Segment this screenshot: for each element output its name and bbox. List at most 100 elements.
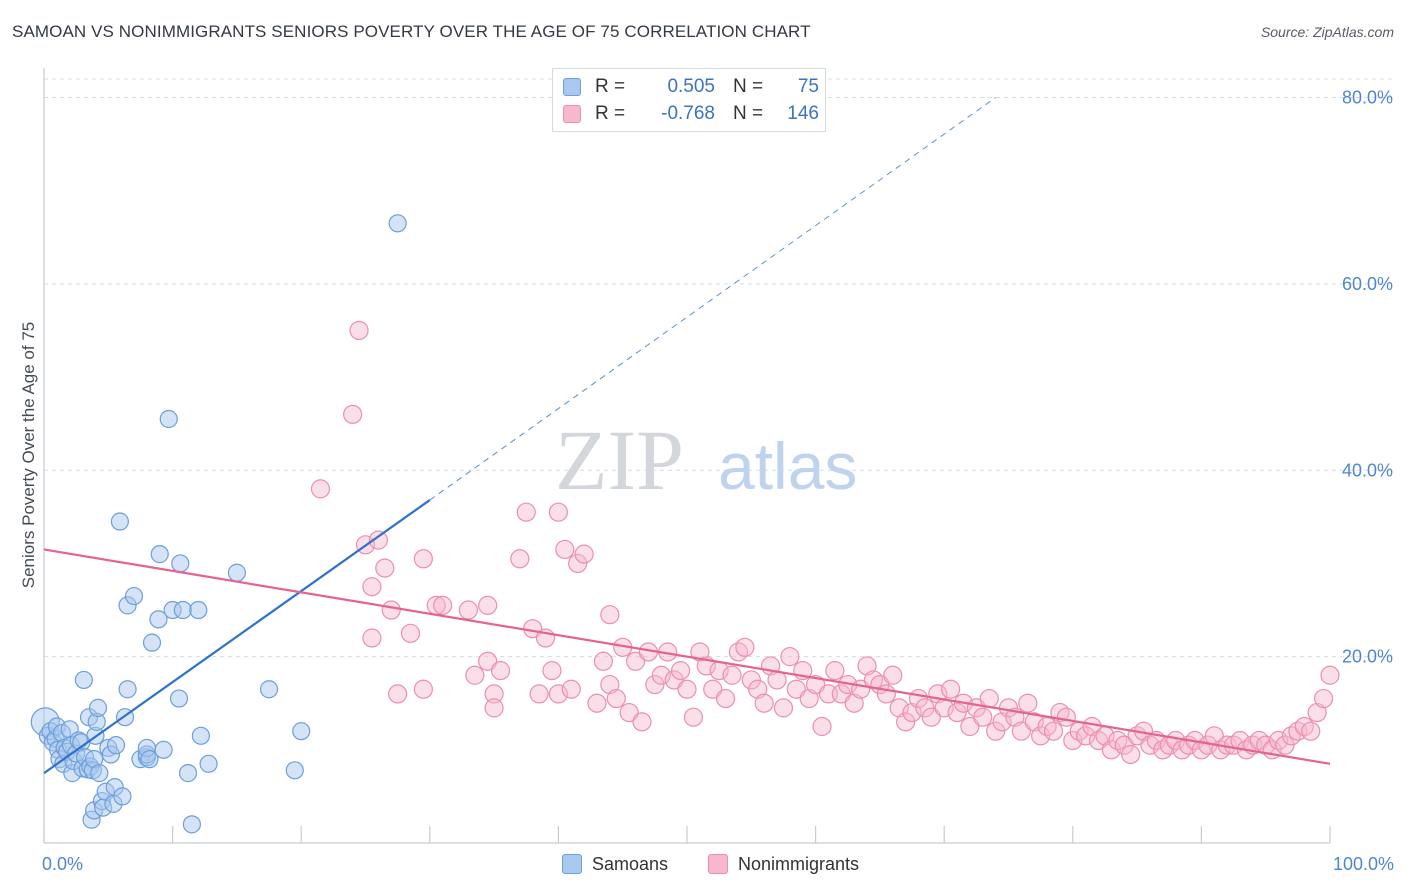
nonimmigrants-point	[973, 707, 993, 727]
nonimmigrants-point	[799, 688, 819, 709]
samoans-point	[88, 698, 108, 717]
nonimmigrants-point	[465, 665, 485, 685]
nonimmigrants-point	[561, 679, 581, 699]
nonimmigrants-point	[484, 698, 504, 718]
nonimmigrants-point	[715, 688, 736, 709]
samoans-point	[189, 600, 208, 620]
samoans-trend-line	[43, 499, 431, 775]
source-label: Source: ZipAtlas.com	[1260, 24, 1394, 40]
legend-swatch-pink	[563, 105, 581, 123]
nonimmigrants-point	[1121, 744, 1141, 765]
nonimmigrants-point	[362, 577, 382, 597]
legend-r-label: R =	[595, 103, 626, 124]
samoans-point	[191, 726, 210, 745]
samoans-trend-extension	[429, 97, 996, 501]
nonimmigrants-point	[625, 651, 646, 671]
legend-n-value: 75	[797, 76, 819, 97]
nonimmigrants-point	[1076, 726, 1096, 746]
legend-label-nonimmigrants: Nonimmigrants	[738, 853, 860, 874]
nonimmigrants-point	[478, 595, 498, 615]
legend-item-samoans: Samoans	[562, 851, 668, 877]
trend-lines	[43, 97, 1331, 775]
correlation-legend: R = 0.505 N = 75 R = -0.768 N = 146	[552, 68, 826, 132]
nonimmigrants-point	[1101, 740, 1121, 760]
samoans-point	[74, 670, 93, 690]
y-tick-label: 60.0%	[1342, 274, 1393, 294]
nonimmigrants-point	[548, 684, 569, 704]
watermark-zip: ZIP	[555, 412, 684, 508]
nonimmigrants-point	[876, 684, 896, 704]
samoans-point	[142, 633, 162, 652]
nonimmigrants-point	[805, 674, 826, 695]
nonimmigrants-point	[458, 600, 478, 620]
nonimmigrants-point	[400, 623, 421, 643]
chart-title: SAMOAN VS NONIMMIGRANTS SENIORS POVERTY …	[12, 22, 811, 41]
nonimmigrants-point	[478, 651, 498, 671]
nonimmigrants-point	[619, 702, 639, 723]
nonimmigrants-trend-line	[43, 548, 1331, 765]
samoans-point	[173, 600, 192, 620]
y-tick-label: 80.0%	[1342, 88, 1393, 108]
nonimmigrants-point	[1114, 735, 1134, 755]
nonimmigrants-point	[516, 502, 536, 522]
legend-label-samoans: Samoans	[592, 853, 669, 874]
nonimmigrants-point	[1301, 721, 1321, 741]
nonimmigrants-point	[1011, 721, 1031, 741]
samoans-point	[118, 680, 137, 699]
nonimmigrants-point	[555, 539, 575, 560]
nonimmigrants-point	[1024, 712, 1044, 732]
samoans-point	[285, 761, 304, 780]
nonimmigrants-point	[690, 642, 710, 662]
samoans-point	[150, 545, 169, 564]
nonimmigrants-point	[433, 595, 453, 615]
nonimmigrants-point	[960, 716, 980, 737]
samoans-points	[30, 214, 407, 834]
nonimmigrants-point	[664, 670, 684, 690]
nonimmigrants-point	[510, 549, 530, 569]
tick-labels: 20.0% 40.0% 60.0% 80.0% 0.0% 100.0%	[42, 88, 1394, 875]
nonimmigrants-point	[413, 549, 433, 569]
samoans-point	[178, 764, 198, 783]
nonimmigrants-point	[921, 707, 941, 727]
nonimmigrants-point	[542, 661, 562, 681]
nonimmigrants-point	[645, 674, 665, 695]
nonimmigrants-point	[677, 679, 697, 699]
nonimmigrants-point	[683, 707, 704, 727]
nonimmigrants-point	[606, 688, 626, 709]
legend-swatch-blue	[563, 78, 581, 96]
legend-item-nonimmigrants: Nonimmigrants	[708, 851, 859, 877]
nonimmigrants-point	[593, 651, 614, 671]
legend-r-value: -0.768	[661, 103, 715, 124]
legend-row-samoans: R = 0.505 N = 75	[563, 74, 819, 100]
nonimmigrants-point	[703, 679, 723, 699]
nonimmigrants-point	[568, 553, 588, 574]
samoans-point	[113, 787, 132, 806]
nonimmigrants-point	[947, 702, 967, 723]
nonimmigrants-point	[844, 693, 864, 713]
nonimmigrants-point	[735, 637, 755, 657]
nonimmigrants-point	[831, 684, 851, 704]
samoans-point	[140, 750, 159, 769]
samoans-point	[388, 214, 407, 233]
legend-n-label: N =	[733, 103, 764, 124]
samoans-point	[149, 610, 168, 629]
nonimmigrants-point	[1063, 730, 1083, 751]
nonimmigrants-point	[825, 661, 845, 681]
nonimmigrants-points	[310, 320, 1340, 765]
nonimmigrants-point	[375, 558, 395, 578]
nonimmigrants-point	[902, 702, 922, 723]
legend-r-value: 0.505	[667, 76, 715, 97]
nonimmigrants-point	[343, 404, 363, 424]
nonimmigrants-point	[310, 479, 331, 499]
nonimmigrants-point	[368, 530, 388, 550]
nonimmigrants-point	[1056, 707, 1076, 727]
nonimmigrants-point	[490, 661, 511, 681]
y-tick-label: 20.0%	[1342, 647, 1393, 667]
nonimmigrants-point	[548, 502, 569, 522]
samoans-point	[171, 554, 190, 573]
samoans-point	[110, 512, 129, 531]
nonimmigrants-point	[754, 693, 774, 713]
nonimmigrants-point	[786, 679, 806, 699]
watermark: ZIP atlas	[555, 412, 857, 508]
nonimmigrants-point	[574, 544, 594, 564]
